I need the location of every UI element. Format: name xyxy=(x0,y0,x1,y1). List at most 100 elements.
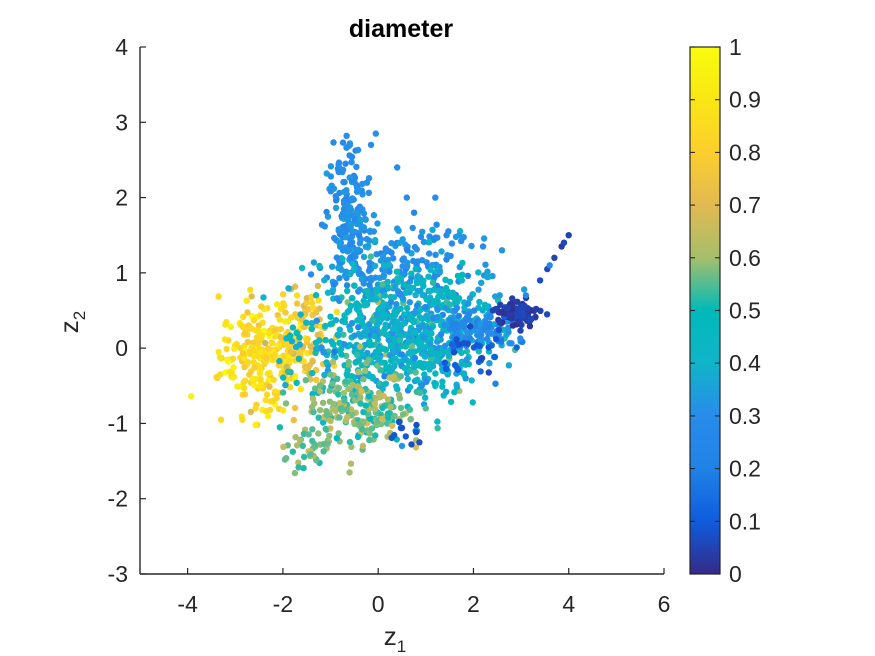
scatter-point xyxy=(347,326,354,334)
scatter-point xyxy=(241,391,249,398)
scatter-point xyxy=(496,319,504,326)
scatter-point xyxy=(302,377,309,384)
y-tick-label: 4 xyxy=(115,34,128,60)
scatter-point xyxy=(419,228,426,235)
scatter-point xyxy=(215,293,222,300)
scatter-point xyxy=(276,424,284,431)
scatter-point xyxy=(255,339,262,347)
scatter-point xyxy=(287,332,294,339)
scatter-point xyxy=(367,253,374,260)
scatter-point xyxy=(293,329,300,337)
scatter-point xyxy=(442,276,449,283)
scatter-point xyxy=(473,342,480,349)
scatter-point xyxy=(482,261,489,268)
scatter-point xyxy=(441,322,448,329)
scatter-point xyxy=(223,319,230,326)
scatter-point xyxy=(291,469,299,477)
scatter-point xyxy=(364,287,371,295)
scatter-point xyxy=(565,232,572,239)
scatter-point xyxy=(250,347,257,355)
scatter-point xyxy=(423,296,430,303)
scatter-point xyxy=(354,246,362,253)
scatter-point xyxy=(458,349,465,356)
scatter-point xyxy=(451,389,458,396)
scatter-point xyxy=(300,453,308,461)
scatter-point xyxy=(420,282,427,290)
scatter-point xyxy=(360,408,367,416)
scatter-point xyxy=(439,383,446,390)
scatter-point xyxy=(354,383,361,390)
scatter-point xyxy=(246,325,253,332)
scatter-point xyxy=(475,348,482,355)
scatter-point xyxy=(329,380,336,387)
scatter-point xyxy=(289,324,297,331)
scatter-point xyxy=(313,376,320,383)
scatter-point xyxy=(389,319,396,326)
scatter-point xyxy=(411,361,418,369)
scatter-point xyxy=(358,388,365,395)
scatter-point xyxy=(303,299,310,306)
scatter-point xyxy=(391,412,398,420)
scatter-point xyxy=(358,275,365,283)
y-tick-label: 1 xyxy=(115,260,128,286)
scatter-point xyxy=(332,204,340,212)
scatter-point xyxy=(357,333,365,340)
scatter-point xyxy=(252,421,259,429)
scatter-point xyxy=(331,348,338,356)
scatter-point xyxy=(376,380,383,387)
scatter-point xyxy=(329,263,336,270)
scatter-point xyxy=(311,385,319,392)
scatter-point xyxy=(382,380,389,387)
scatter-point xyxy=(458,277,466,284)
scatter-point xyxy=(296,437,304,444)
scatter-point xyxy=(293,442,301,449)
scatter-point xyxy=(428,363,435,370)
scatter-point xyxy=(508,311,515,319)
x-tick-label: 6 xyxy=(658,591,671,617)
scatter-point xyxy=(348,319,356,327)
scatter-point xyxy=(266,383,273,390)
scatter-point xyxy=(327,173,335,180)
scatter-point xyxy=(455,312,463,320)
scatter-point xyxy=(341,341,348,348)
scatter-point xyxy=(476,298,483,306)
scatter-point xyxy=(344,414,351,421)
scatter-point xyxy=(308,325,315,333)
scatter-point xyxy=(217,416,225,423)
scatter-point xyxy=(263,391,271,398)
scatter-point xyxy=(324,289,332,296)
x-axis-label-sub: 1 xyxy=(397,637,406,656)
scatter-point xyxy=(406,406,414,413)
scatter-point xyxy=(456,232,463,239)
scatter-point xyxy=(355,186,362,193)
scatter-point xyxy=(241,330,249,337)
scatter-point xyxy=(247,286,254,293)
scatter-point xyxy=(213,373,220,381)
scatter-point xyxy=(420,238,428,246)
scatter-point xyxy=(406,383,414,391)
scatter-point xyxy=(444,252,451,259)
scatter-point xyxy=(277,325,284,333)
y-axis-label-base: z xyxy=(54,320,84,333)
scatter-point xyxy=(257,375,264,383)
scatter-point xyxy=(281,318,289,325)
scatter-point xyxy=(387,342,395,350)
scatter-point xyxy=(270,376,277,383)
scatter-point xyxy=(389,325,397,333)
scatter-point xyxy=(410,329,418,336)
scatter-point xyxy=(299,442,306,449)
scatter-point xyxy=(226,368,234,375)
scatter-point xyxy=(356,315,364,322)
scatter-point xyxy=(366,430,373,437)
scatter-point xyxy=(475,286,482,293)
scatter-point xyxy=(352,253,359,260)
scatter-point xyxy=(393,268,401,275)
scatter-point xyxy=(480,235,488,242)
scatter-point xyxy=(347,460,355,467)
scatter-point xyxy=(348,373,355,380)
scatter-point xyxy=(437,331,445,338)
scatter-point xyxy=(459,259,466,267)
scatter-point xyxy=(262,339,269,347)
scatter-point xyxy=(404,247,411,254)
scatter-point xyxy=(297,311,304,318)
